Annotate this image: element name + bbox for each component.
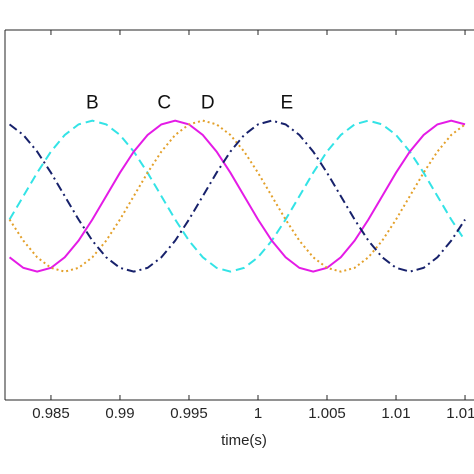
x-tick-label: 1.01 bbox=[381, 405, 410, 422]
x-tick-label: 0.99 bbox=[105, 405, 134, 422]
series-line bbox=[8, 119, 466, 273]
x-tick-label: 0.995 bbox=[170, 405, 208, 422]
x-tick-label: 1 bbox=[254, 405, 262, 422]
series-line bbox=[8, 119, 466, 273]
x-tick-label: 0.985 bbox=[32, 405, 70, 422]
x-tick-label: 1.015 bbox=[446, 405, 474, 422]
series-label: C bbox=[157, 93, 171, 114]
x-tick-label: 1.005 bbox=[308, 405, 346, 422]
series-label: E bbox=[280, 93, 293, 114]
x-axis-label: time(s) bbox=[221, 432, 267, 449]
series-label: D bbox=[201, 93, 215, 114]
series-line bbox=[8, 119, 466, 273]
series-label: B bbox=[86, 93, 99, 114]
series-line bbox=[8, 119, 466, 273]
plot-area bbox=[8, 119, 466, 273]
